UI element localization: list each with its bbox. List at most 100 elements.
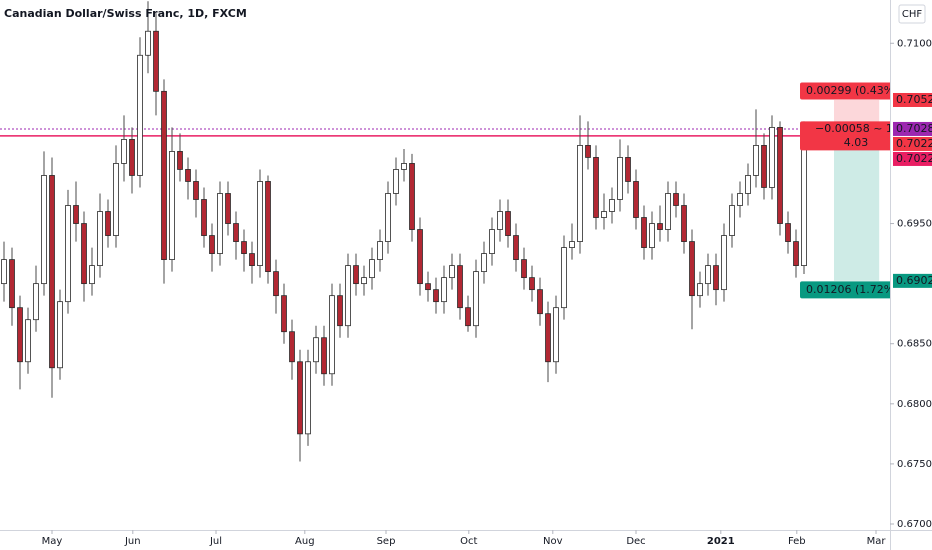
candle-body xyxy=(81,223,87,285)
candle-body xyxy=(753,145,759,176)
candle-body xyxy=(329,295,335,375)
x-tick-label: Jul xyxy=(209,536,222,547)
price-label-box xyxy=(893,273,932,288)
x-tick-label: Aug xyxy=(295,536,315,547)
candle-body xyxy=(57,301,63,369)
candle-body xyxy=(593,157,599,218)
candle-body xyxy=(177,151,183,170)
candle-body xyxy=(713,265,719,291)
candle-body xyxy=(561,247,567,309)
candle-body xyxy=(449,265,455,279)
candle-body xyxy=(225,193,231,224)
candle-body xyxy=(65,205,71,303)
candle-body xyxy=(193,181,199,200)
candle-body xyxy=(617,157,623,200)
candle-body xyxy=(609,199,615,212)
candle-body xyxy=(9,259,15,309)
candle-body xyxy=(625,157,631,182)
candle-body xyxy=(457,265,463,309)
candle-body xyxy=(585,145,591,158)
reward-zone xyxy=(834,135,880,281)
candle-body xyxy=(577,145,583,242)
candle-body xyxy=(313,337,319,363)
candle-body xyxy=(41,175,47,285)
candle-body xyxy=(145,30,151,56)
candle-body xyxy=(25,319,31,363)
candle-body xyxy=(393,169,399,194)
price-label-box xyxy=(893,92,932,107)
candle-body xyxy=(121,139,127,164)
candle-body xyxy=(689,241,695,297)
candle-body xyxy=(137,54,143,176)
candle-body xyxy=(545,313,551,363)
candle-body xyxy=(505,211,511,236)
candle-body xyxy=(569,241,575,248)
candle-body xyxy=(217,193,223,254)
candle-body xyxy=(441,277,447,303)
candle-body xyxy=(1,259,7,285)
candle-body xyxy=(377,241,383,260)
candle-body xyxy=(361,277,367,285)
candle-body xyxy=(729,205,735,236)
candle-body xyxy=(169,151,175,260)
candle-body xyxy=(665,193,671,230)
candle-body xyxy=(113,163,119,236)
candle-body xyxy=(153,30,159,92)
candle-body xyxy=(737,193,743,206)
reward-label-box xyxy=(800,281,890,299)
candle-body xyxy=(793,241,799,267)
candle-body xyxy=(657,223,663,230)
candle-body xyxy=(17,307,23,363)
price-label-box xyxy=(893,121,932,136)
candle-body xyxy=(281,295,287,333)
candle-body xyxy=(305,361,311,435)
candle-body xyxy=(785,223,791,242)
candle-body xyxy=(529,277,535,291)
entry-label: −0.00058 ~ 1003 xyxy=(815,122,914,135)
candle-body xyxy=(97,211,103,267)
candle-body xyxy=(321,337,327,375)
candle-body xyxy=(481,253,487,273)
candle-body xyxy=(345,265,351,327)
x-tick-label: Feb xyxy=(788,536,806,547)
candle-body xyxy=(273,271,279,297)
candle-body xyxy=(49,175,55,369)
candle-body xyxy=(297,361,303,435)
chart-title: Canadian Dollar/Swiss Franc, 1D, FXCM xyxy=(4,7,247,20)
candle-body xyxy=(417,229,423,285)
risk-label-box xyxy=(800,82,890,100)
x-tick-label: Jun xyxy=(124,536,141,547)
candle-body xyxy=(537,289,543,315)
candle-body xyxy=(633,181,639,218)
candle-body xyxy=(201,199,207,236)
currency-label[interactable]: CHF xyxy=(902,9,923,20)
currency-box[interactable] xyxy=(898,4,926,24)
candle-body xyxy=(697,283,703,297)
candle-body xyxy=(513,235,519,260)
y-tick-label: 0.67000 xyxy=(897,519,932,530)
candle-body xyxy=(489,229,495,254)
candle-body xyxy=(369,259,375,279)
candle-body xyxy=(257,181,263,267)
candle-body xyxy=(673,193,679,206)
x-tick-label: Oct xyxy=(460,536,477,547)
candle-body xyxy=(265,181,271,273)
candle-body xyxy=(129,139,135,176)
candle-body xyxy=(649,223,655,248)
x-tick-label: Mar xyxy=(867,536,887,547)
candle-body xyxy=(681,205,687,242)
candle-body xyxy=(161,90,167,260)
x-tick-label: 2021 xyxy=(707,536,735,547)
candle-body xyxy=(705,265,711,285)
candle-body xyxy=(777,126,783,224)
candle-body xyxy=(353,265,359,285)
candle-body xyxy=(385,193,391,242)
candle-body xyxy=(497,211,503,230)
candle-body xyxy=(33,283,39,321)
candle-body xyxy=(761,145,767,188)
candle-body xyxy=(89,265,95,285)
